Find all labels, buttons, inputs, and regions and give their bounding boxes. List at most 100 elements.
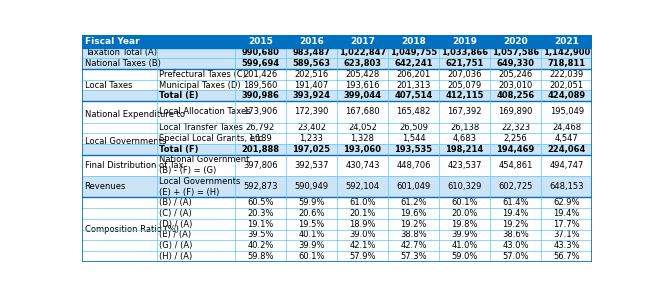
- Text: 26,792: 26,792: [246, 123, 275, 132]
- Text: 642,241: 642,241: [394, 59, 433, 68]
- Text: (C) / (A): (C) / (A): [159, 209, 191, 218]
- Bar: [82, 91, 592, 101]
- Text: 60.5%: 60.5%: [247, 198, 274, 207]
- Text: National Expenditure to: National Expenditure to: [85, 110, 185, 119]
- Text: 649,330: 649,330: [497, 59, 535, 68]
- Text: 38.6%: 38.6%: [502, 230, 529, 239]
- Text: 39.0%: 39.0%: [349, 230, 376, 239]
- Text: 430,743: 430,743: [345, 161, 380, 170]
- Text: 207,036: 207,036: [447, 70, 482, 79]
- Text: 592,104: 592,104: [345, 182, 380, 191]
- Text: 983,487: 983,487: [293, 49, 330, 57]
- Text: Total (E): Total (E): [159, 91, 199, 100]
- Bar: [82, 155, 592, 176]
- Text: 201,888: 201,888: [241, 145, 280, 154]
- Text: 2019: 2019: [452, 37, 477, 46]
- Bar: [82, 230, 592, 240]
- Text: 18.9%: 18.9%: [349, 220, 376, 229]
- Text: 61.4%: 61.4%: [503, 198, 529, 207]
- Text: 19.2%: 19.2%: [400, 220, 427, 229]
- Bar: [82, 123, 592, 133]
- Bar: [82, 101, 592, 123]
- Text: 1,033,866: 1,033,866: [441, 49, 488, 57]
- Text: 399,044: 399,044: [343, 91, 382, 100]
- Bar: [82, 240, 592, 251]
- Text: 205,246: 205,246: [499, 70, 533, 79]
- Text: 590,949: 590,949: [294, 182, 328, 191]
- Text: (E) / (A): (E) / (A): [159, 230, 191, 239]
- Text: 23,402: 23,402: [297, 123, 326, 132]
- Text: 424,089: 424,089: [547, 91, 586, 100]
- Text: 165,482: 165,482: [396, 107, 431, 116]
- Text: 19.4%: 19.4%: [553, 209, 580, 218]
- Bar: [82, 35, 592, 48]
- Text: 20.0%: 20.0%: [451, 209, 478, 218]
- Text: 43.0%: 43.0%: [503, 241, 529, 250]
- Text: 19.8%: 19.8%: [451, 220, 478, 229]
- Text: 193,535: 193,535: [395, 145, 432, 154]
- Text: (D) / (A): (D) / (A): [159, 220, 192, 229]
- Text: 197,025: 197,025: [292, 145, 330, 154]
- Text: 201,426: 201,426: [243, 70, 278, 79]
- Text: 56.7%: 56.7%: [553, 252, 580, 261]
- Text: 57.0%: 57.0%: [503, 252, 529, 261]
- Text: 61.2%: 61.2%: [400, 198, 427, 207]
- Text: Composition Ratio (%): Composition Ratio (%): [85, 225, 178, 234]
- Text: Municipal Taxes (D): Municipal Taxes (D): [159, 81, 241, 90]
- Text: 448,706: 448,706: [396, 161, 431, 170]
- Text: 392,537: 392,537: [294, 161, 329, 170]
- Text: 19.2%: 19.2%: [503, 220, 529, 229]
- Text: 4,683: 4,683: [453, 134, 476, 143]
- Text: 26,509: 26,509: [399, 123, 428, 132]
- Text: 718,811: 718,811: [547, 59, 586, 68]
- Text: 2017: 2017: [350, 37, 375, 46]
- Text: 57.3%: 57.3%: [400, 252, 427, 261]
- Text: 20.3%: 20.3%: [247, 209, 274, 218]
- Text: 599,694: 599,694: [241, 59, 280, 68]
- Text: 62.9%: 62.9%: [553, 198, 580, 207]
- Text: 454,861: 454,861: [499, 161, 533, 170]
- Text: 61.0%: 61.0%: [349, 198, 376, 207]
- Bar: [82, 133, 592, 144]
- Text: 42.1%: 42.1%: [349, 241, 376, 250]
- Text: 40.1%: 40.1%: [298, 230, 324, 239]
- Text: 205,428: 205,428: [345, 70, 380, 79]
- Text: 2016: 2016: [299, 37, 324, 46]
- Text: 1,022,847: 1,022,847: [339, 49, 386, 57]
- Text: 990,680: 990,680: [241, 49, 280, 57]
- Text: Local Governments: Local Governments: [85, 137, 166, 146]
- Text: 202,516: 202,516: [294, 70, 328, 79]
- Text: 24,052: 24,052: [348, 123, 377, 132]
- Text: 601,049: 601,049: [396, 182, 431, 191]
- Text: 193,060: 193,060: [343, 145, 382, 154]
- Bar: [82, 251, 592, 262]
- Text: 393,924: 393,924: [293, 91, 330, 100]
- Text: 43.3%: 43.3%: [553, 241, 580, 250]
- Text: (E) + (F) = (H): (E) + (F) = (H): [159, 188, 219, 197]
- Text: 60.1%: 60.1%: [451, 198, 478, 207]
- Text: 206,201: 206,201: [396, 70, 431, 79]
- Bar: [82, 144, 592, 155]
- Bar: [82, 219, 592, 230]
- Text: 1,233: 1,233: [299, 134, 324, 143]
- Text: 17.7%: 17.7%: [553, 220, 580, 229]
- Text: 26,138: 26,138: [450, 123, 479, 132]
- Text: (B) - (F) = (G): (B) - (F) = (G): [159, 166, 216, 175]
- Text: 39.9%: 39.9%: [451, 230, 478, 239]
- Text: Local Governments: Local Governments: [159, 177, 240, 186]
- Text: 203,010: 203,010: [499, 81, 533, 90]
- Bar: [82, 48, 592, 58]
- Bar: [82, 176, 592, 198]
- Text: 412,115: 412,115: [445, 91, 484, 100]
- Text: 2020: 2020: [503, 37, 528, 46]
- Text: 201,313: 201,313: [396, 81, 431, 90]
- Text: National Taxes (B): National Taxes (B): [85, 59, 161, 68]
- Text: 172,390: 172,390: [294, 107, 329, 116]
- Text: 194,469: 194,469: [497, 145, 535, 154]
- Text: 397,806: 397,806: [243, 161, 278, 170]
- Text: 623,803: 623,803: [343, 59, 382, 68]
- Text: 589,563: 589,563: [292, 59, 330, 68]
- Bar: [82, 58, 592, 69]
- Text: (B) / (A): (B) / (A): [159, 198, 191, 207]
- Text: 39.5%: 39.5%: [247, 230, 274, 239]
